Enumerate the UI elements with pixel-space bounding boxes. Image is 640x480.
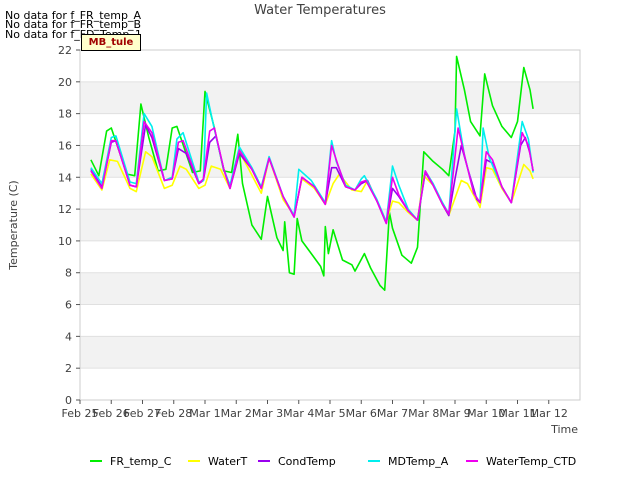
no-data-note-2: No data for f_FR_temp_B — [5, 18, 142, 31]
y-tick-label: 6 — [65, 299, 72, 312]
x-tick-label: Feb 25 — [62, 407, 99, 420]
x-tick-label: Mar 10 — [467, 407, 505, 420]
grid-bands — [80, 49, 580, 401]
y-tick-label: 8 — [65, 267, 72, 280]
grid-band — [80, 336, 580, 369]
x-tick-label: Mar 9 — [439, 407, 470, 420]
grid-band — [80, 81, 580, 114]
y-tick-label: 20 — [58, 76, 72, 89]
grid-band — [80, 304, 580, 337]
y-tick-label: 18 — [58, 108, 72, 121]
grid-band — [80, 209, 580, 241]
legend-label: CondTemp — [278, 455, 336, 468]
no-data-note-1: No data for f_FR_temp_A — [5, 9, 141, 22]
x-tick-label: Mar 8 — [408, 407, 439, 420]
grid-band — [80, 50, 580, 82]
legend-label: WaterTemp_CTD — [486, 455, 576, 468]
x-tick-label: Feb 26 — [93, 407, 130, 420]
y-tick-label: 2 — [65, 362, 72, 375]
x-tick-label: Mar 7 — [377, 407, 408, 420]
series-line-WaterT — [90, 151, 534, 223]
y-tick-label: 14 — [58, 171, 72, 184]
chart-title: Water Temperatures — [254, 3, 386, 18]
x-tick-label: Mar 6 — [346, 407, 377, 420]
x-tick-label: Mar 12 — [530, 407, 568, 420]
y-axis-label: Temperature (C) — [7, 180, 20, 270]
y-tick-label: 12 — [58, 203, 72, 216]
y-tick-label: 22 — [58, 44, 72, 57]
y-tick-label: 10 — [58, 235, 72, 248]
x-tick-label: Mar 4 — [283, 407, 314, 420]
x-tick-label: Mar 1 — [189, 407, 220, 420]
x-tick-label: Mar 5 — [314, 407, 345, 420]
legend-label: MDTemp_A — [388, 455, 449, 468]
grid-band — [80, 272, 580, 305]
y-tick-label: 16 — [58, 139, 72, 152]
x-tick-label: Feb 28 — [155, 407, 192, 420]
legend-label: FR_temp_C — [110, 455, 172, 468]
site-badge: MB_tule — [81, 34, 141, 51]
y-axis: 0 2 4 6 8 10 12 14 16 18 20 22 — [58, 44, 80, 407]
grid-band — [80, 368, 580, 400]
legend: FR_temp_C WaterT CondTemp MDTemp_A WaterTemp… — [90, 455, 576, 468]
x-tick-label: Mar 3 — [252, 407, 283, 420]
legend-label: WaterT — [208, 455, 248, 468]
y-tick-label: 0 — [65, 394, 72, 407]
y-tick-label: 4 — [65, 330, 72, 343]
x-tick-label: Feb 27 — [124, 407, 161, 420]
x-tick-label: Mar 11 — [498, 407, 536, 420]
grid-band — [80, 113, 580, 146]
series-lines — [90, 55, 534, 291]
x-tick-label: Mar 2 — [221, 407, 252, 420]
series-line-WaterTemp_CTD — [90, 120, 534, 225]
x-axis-label: Time — [550, 423, 578, 436]
series-line-FR_temp_C — [90, 55, 534, 291]
